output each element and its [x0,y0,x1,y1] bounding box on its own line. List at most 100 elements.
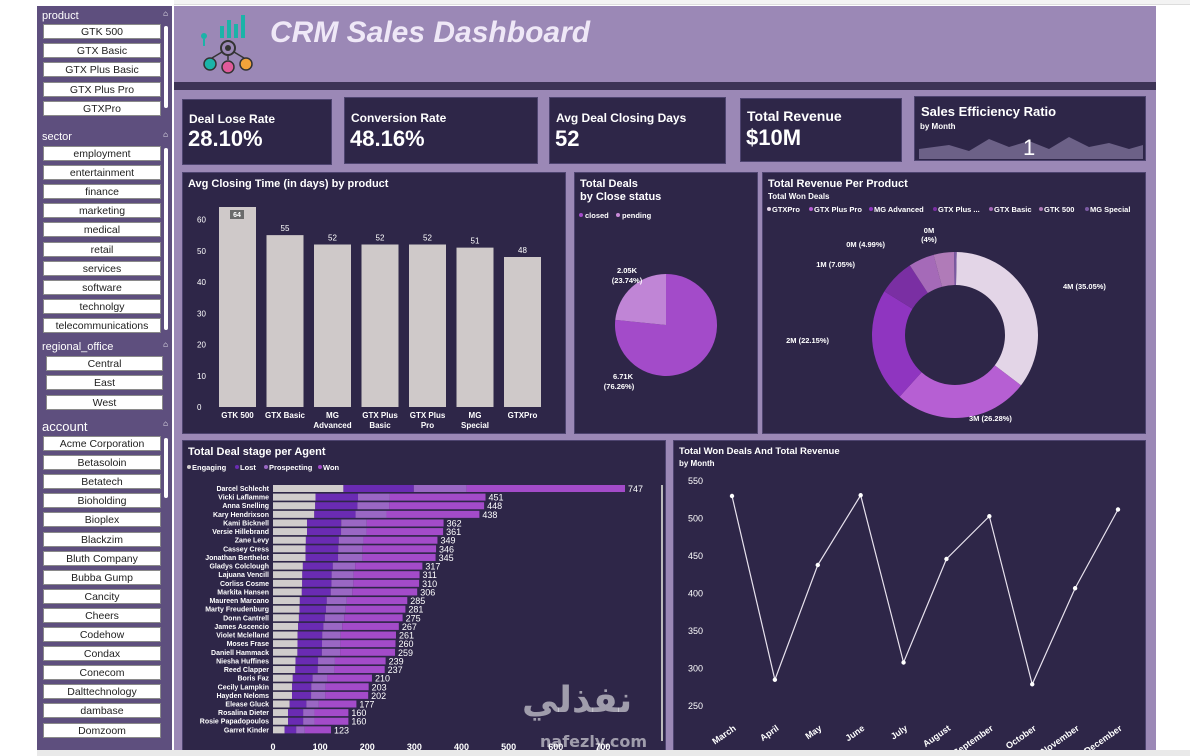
stack-segment [292,674,313,682]
pin-icon[interactable]: ⌂ [163,9,168,18]
data-label: 267 [402,622,417,632]
deal-stage-agent-chart: Total Deal stage per Agent Engaging Lost P… [182,440,666,754]
pin-icon[interactable]: ⌂ [163,340,168,349]
stack-segment [306,700,319,708]
pin-icon[interactable]: ⌂ [163,130,168,139]
stack-segment [352,588,418,596]
slicer-item[interactable]: Betasoloin [43,455,161,471]
data-point [944,556,949,562]
deals-status-svg: closed pending 2.05K(23.74%) 6.71K(76.26%) [579,211,717,391]
efficiency-subtitle: by Month [920,122,956,131]
stack-segment [273,674,293,682]
stack-segment [273,605,300,613]
product-scrollbar[interactable] [164,26,168,108]
slicer-item[interactable]: Codehow [43,627,161,642]
data-label-bg [230,210,244,219]
data-label: 747 [628,484,643,494]
slicer-item[interactable]: Acme Corporation [43,436,161,451]
slicer-item[interactable]: GTX Plus Basic [43,62,161,78]
slicer-item[interactable]: services [43,260,161,276]
stack-segment [334,666,385,674]
agent-label: Niesha Huffines [216,658,269,665]
x-tick-label: GTX Plus [410,411,446,420]
x-tick-label: July [889,723,909,742]
slicer-item[interactable]: retail [43,241,161,257]
stack-segment [302,562,333,570]
slicer-item[interactable]: Dalttechnology [43,684,161,700]
data-label: 177 [359,700,374,710]
efficiency-title: Sales Efficiency Ratio [921,104,1057,119]
slicer-item[interactable]: Bioholding [43,493,161,509]
data-label: 1M (7.05%) [816,260,855,269]
slicer-item[interactable]: Bioplex [43,512,161,528]
agent-label: Boris Faz [237,676,269,683]
stack-segment [292,691,312,699]
deal-stage-svg: Engaging Lost Prospecting Won Darcel Schlech… [187,463,663,752]
account-scrollbar[interactable] [164,438,168,498]
slicer-item[interactable]: Cancity [43,588,161,604]
bar [314,244,351,407]
slicer-item[interactable]: Central [46,356,163,371]
slicer-item[interactable]: marketing [43,203,161,219]
x-tick-label: Advanced [313,421,351,430]
slicer-item[interactable]: employment [43,146,161,161]
kpi-card-total-revenue: Total Revenue $10M [740,98,902,162]
kpi-card-deal-lose-rate: Deal Lose Rate 28.10% [182,99,332,165]
slicer-item[interactable]: Cheers [43,607,161,623]
agent-label: Donn Cantrell [223,615,269,622]
data-point [1115,507,1121,512]
won-revenue-line-chart: Total Won Deals And Total Revenue by Mon… [673,440,1146,755]
slicer-item[interactable]: Bluth Company [43,550,161,566]
avg-closing-time-chart: Avg Closing Time (in days) by product 0 1… [182,172,566,434]
agent-label: Lajuana Vencill [218,572,269,579]
agent-label: Hayden Neloms [216,693,269,700]
slicer-item[interactable]: GTX Plus Pro [43,81,161,97]
slicer-item[interactable]: GTX Basic [43,43,161,59]
stack-segment [307,519,342,527]
x-tick-label: Pro [421,421,434,430]
agent-label: Reed Clapper [224,667,269,674]
agent-label: Moses Frase [227,641,270,648]
data-label: (23.74%) [612,276,643,285]
slicer-item[interactable]: finance [43,184,161,200]
data-label: 361 [446,527,461,537]
slicer-item[interactable]: Blackzim [43,531,161,547]
stack-segment [273,562,303,570]
slicer-item[interactable]: West [46,394,163,410]
slicer-item[interactable]: telecommunications [43,317,161,333]
stack-segment [362,553,436,561]
stack-segment [288,709,304,717]
sector-scrollbar[interactable] [164,148,168,330]
slicer-item[interactable]: GTXPro [43,100,161,116]
slicer-item[interactable]: Betatech [43,474,161,490]
stack-segment [312,674,328,682]
slicer-item[interactable]: software [43,279,161,295]
y-tick-label: 30 [197,309,206,318]
chart-title: Total Deals [580,178,638,190]
stack-segment [273,528,308,536]
donut-slice [955,252,1038,386]
agent-label: Daniell Hammack [211,650,269,657]
stack-segment [341,528,367,536]
slicer-item[interactable]: technolgy [43,298,161,314]
x-tick-label: MG [469,411,482,420]
stack-segment [340,648,396,656]
slicer-item[interactable]: entertainment [43,165,161,181]
donut-slice [954,252,957,286]
donut-slice [872,291,922,397]
slicer-item[interactable]: medical [43,222,161,238]
pin-icon[interactable]: ⌂ [163,419,168,428]
page-title: CRM Sales Dashboard [270,16,591,49]
slicer-item[interactable]: East [46,375,163,391]
slicer-item[interactable]: Condax [43,646,161,662]
data-label: 51 [471,237,480,246]
slicer-item[interactable]: dambase [43,703,161,719]
slicer-item[interactable]: Conecom [43,665,161,681]
data-point [729,493,735,499]
stack-segment [340,631,396,639]
slicer-item[interactable]: Bubba Gump [43,569,161,585]
slicer-item[interactable]: Domzoom [43,722,161,738]
y-tick-label: 20 [197,341,206,350]
stack-segment [389,493,486,501]
slicer-item[interactable]: GTK 500 [43,24,161,39]
